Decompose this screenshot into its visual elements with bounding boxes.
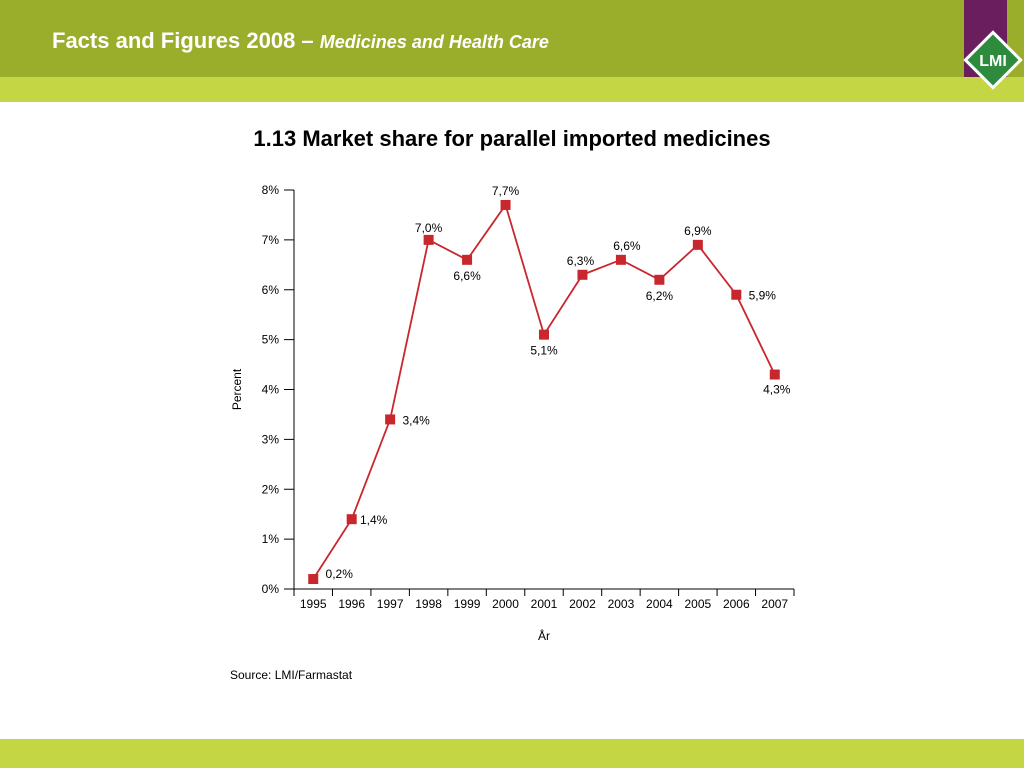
data-label-2000: 7,7% — [492, 184, 520, 198]
logo-text: LMI — [979, 53, 1007, 70]
data-point-1997 — [385, 414, 396, 425]
x-tick-label: 2000 — [492, 597, 519, 611]
data-label-2005: 6,9% — [684, 224, 712, 238]
x-tick-label: 1998 — [415, 597, 442, 611]
data-label-2004: 6,2% — [646, 289, 674, 303]
x-tick-label: 1995 — [300, 597, 327, 611]
data-label-2002: 6,3% — [567, 254, 595, 268]
header-title: Facts and Figures 2008 – Medicines and H… — [52, 28, 549, 54]
header-title-main: Facts and Figures 2008 – — [52, 28, 314, 53]
data-label-1995: 0,2% — [326, 567, 354, 581]
x-tick-label: 2001 — [531, 597, 558, 611]
data-point-1998 — [423, 234, 434, 245]
y-axis-title: Percent — [230, 368, 244, 410]
data-label-2007: 4,3% — [763, 383, 791, 397]
x-tick-label: 1999 — [454, 597, 481, 611]
chart-title: 1.13 Market share for parallel imported … — [253, 126, 771, 151]
x-tick-label: 1997 — [377, 597, 404, 611]
logo-inner-diamond — [967, 34, 1019, 86]
y-tick-label: 1% — [262, 532, 280, 546]
y-tick-label: 8% — [262, 183, 280, 197]
x-tick-label: 2006 — [723, 597, 750, 611]
source-note: Source: LMI/Farmastat — [230, 668, 353, 682]
data-point-2004 — [654, 274, 665, 285]
data-point-2000 — [500, 199, 511, 210]
y-tick-label: 3% — [262, 432, 280, 446]
data-point-2003 — [615, 254, 626, 265]
header-band — [0, 0, 964, 77]
data-point-1995 — [308, 574, 319, 585]
data-label-1997: 3,4% — [402, 413, 430, 427]
data-label-2003: 6,6% — [613, 239, 641, 253]
x-tick-label: 1996 — [338, 597, 365, 611]
data-point-2005 — [692, 239, 703, 250]
y-tick-label: 2% — [262, 482, 280, 496]
data-point-2002 — [577, 269, 588, 280]
data-point-2001 — [539, 329, 549, 340]
y-tick-label: 7% — [262, 233, 280, 247]
data-point-2006 — [731, 289, 742, 300]
header-title-sub: Medicines and Health Care — [319, 32, 549, 52]
data-point-2007 — [769, 369, 780, 380]
x-tick-label: 2005 — [684, 597, 711, 611]
data-point-1999 — [462, 254, 473, 265]
y-tick-label: 4% — [262, 383, 280, 397]
data-label-1999: 6,6% — [453, 269, 481, 283]
x-axis-title: År — [538, 628, 550, 643]
y-tick-label: 5% — [262, 333, 280, 347]
x-tick-label: 2007 — [761, 597, 788, 611]
lmi-logo: LMI — [963, 30, 1023, 90]
y-tick-label: 0% — [262, 582, 280, 596]
x-tick-label: 2003 — [608, 597, 635, 611]
x-tick-label: 2004 — [646, 597, 673, 611]
data-label-1996: 1,4% — [360, 513, 388, 527]
data-point-1996 — [346, 514, 357, 525]
header-subband — [0, 77, 1024, 102]
data-label-1998: 7,0% — [415, 221, 443, 235]
y-tick-label: 6% — [262, 283, 280, 297]
x-tick-label: 2002 — [569, 597, 596, 611]
data-label-2001: 5,1% — [530, 344, 558, 358]
data-label-2006: 5,9% — [749, 289, 777, 303]
footer-band — [0, 739, 1024, 768]
